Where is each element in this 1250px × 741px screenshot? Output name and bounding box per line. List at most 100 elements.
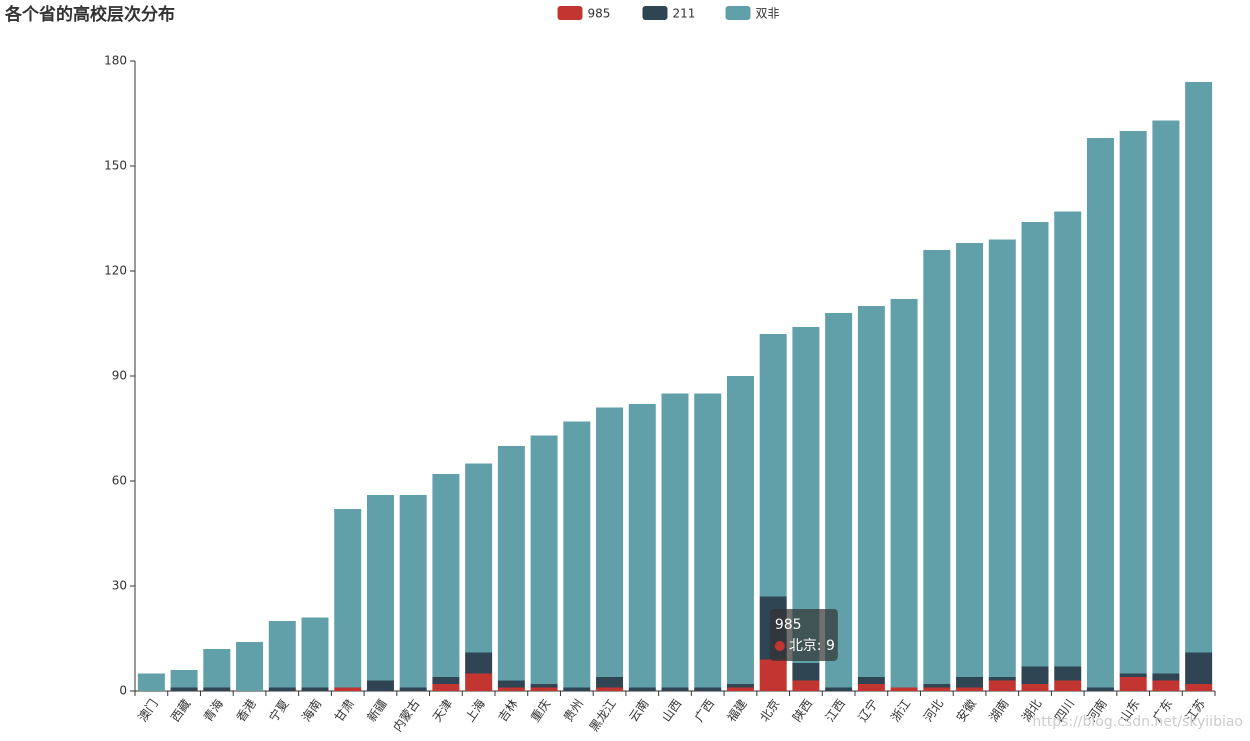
bar xyxy=(530,435,558,684)
x-tick-label: 山西 xyxy=(659,697,684,725)
y-tick-label: 150 xyxy=(104,159,127,173)
x-tick-label: 江西 xyxy=(823,697,848,725)
bar xyxy=(890,299,918,688)
bar xyxy=(759,659,787,691)
bar xyxy=(1119,131,1147,674)
bar xyxy=(334,687,362,691)
bar xyxy=(399,687,427,691)
bar xyxy=(1086,138,1114,688)
y-tick-label: 90 xyxy=(112,369,127,383)
tooltip-box xyxy=(769,609,838,661)
bar xyxy=(596,407,624,677)
bar xyxy=(497,446,525,681)
bar xyxy=(956,677,984,688)
x-tick-label: 浙江 xyxy=(888,697,913,725)
tooltip-text: 北京: 9 xyxy=(789,638,835,654)
y-tick-label: 120 xyxy=(104,264,127,278)
bar xyxy=(1185,652,1213,684)
x-tick-label: 天津 xyxy=(430,697,455,725)
bar xyxy=(988,677,1016,681)
bar xyxy=(366,680,394,691)
bar xyxy=(726,684,754,688)
bar xyxy=(988,239,1016,677)
bar xyxy=(301,617,329,688)
bar xyxy=(1021,222,1049,667)
bar xyxy=(792,680,820,691)
bar xyxy=(137,673,165,691)
bar xyxy=(694,393,722,688)
bar xyxy=(301,687,329,691)
bar xyxy=(923,684,951,688)
x-tick-label: 安徽 xyxy=(953,696,979,724)
bar xyxy=(1054,211,1082,667)
x-tick-label: 北京 xyxy=(757,697,782,725)
bar xyxy=(1152,673,1180,681)
bar xyxy=(268,621,296,688)
bar xyxy=(857,306,885,677)
bar xyxy=(1054,666,1082,681)
bar xyxy=(1054,680,1082,691)
bar xyxy=(923,687,951,691)
x-tick-label: 重庆 xyxy=(528,697,553,725)
bar xyxy=(661,687,689,691)
bar xyxy=(1021,666,1049,684)
x-tick-label: 湖南 xyxy=(986,696,1012,724)
legend-label: 双非 xyxy=(756,7,780,21)
y-tick-label: 0 xyxy=(119,684,127,698)
x-tick-label: 甘肃 xyxy=(332,697,357,725)
y-tick-label: 180 xyxy=(104,54,127,68)
x-tick-label: 海南 xyxy=(298,696,324,724)
bar xyxy=(792,663,820,681)
x-tick-label: 陕西 xyxy=(789,696,815,724)
y-tick-label: 60 xyxy=(112,474,127,488)
x-tick-label: 贵州 xyxy=(561,697,586,725)
bar xyxy=(661,393,689,688)
bar xyxy=(726,376,754,684)
legend-swatch xyxy=(642,6,668,20)
bar xyxy=(890,687,918,691)
bar xyxy=(956,687,984,691)
bar xyxy=(268,687,296,691)
bar xyxy=(432,684,460,691)
bar xyxy=(628,404,656,688)
x-tick-label: 内蒙古 xyxy=(390,696,423,734)
chart-title: 各个省的高校层次分布 xyxy=(4,4,175,25)
x-tick-label: 黑龙江 xyxy=(587,697,619,735)
bar xyxy=(1152,120,1180,674)
legend-swatch xyxy=(557,6,583,20)
bar xyxy=(465,652,493,674)
bar xyxy=(1185,82,1213,653)
x-tick-label: 河北 xyxy=(921,697,946,725)
bar xyxy=(497,680,525,688)
bar xyxy=(1152,680,1180,691)
bar xyxy=(1119,677,1147,691)
bar xyxy=(1086,687,1114,691)
x-tick-label: 西藏 xyxy=(168,697,193,725)
bar xyxy=(334,509,362,688)
bar xyxy=(1185,684,1213,691)
bar xyxy=(563,421,591,688)
x-tick-label: 新疆 xyxy=(364,696,390,724)
bar xyxy=(170,670,198,688)
x-tick-label: 青海 xyxy=(200,696,226,724)
x-tick-label: 宁夏 xyxy=(266,696,292,724)
bar xyxy=(792,327,820,663)
bar xyxy=(1119,673,1147,677)
x-tick-label: 吉林 xyxy=(495,697,520,725)
x-tick-label: 辽宁 xyxy=(855,696,881,724)
legend-label: 211 xyxy=(673,7,696,21)
bar xyxy=(596,677,624,688)
bar xyxy=(465,673,493,691)
x-tick-label: 福建 xyxy=(724,696,750,724)
legend-swatch xyxy=(725,6,751,20)
x-tick-label: 香港 xyxy=(234,697,259,725)
bar xyxy=(563,687,591,691)
bar xyxy=(236,642,264,691)
bar xyxy=(825,687,853,691)
bar xyxy=(759,334,787,597)
bar xyxy=(432,474,460,677)
bar xyxy=(465,463,493,653)
bar xyxy=(596,687,624,691)
bar xyxy=(628,687,656,691)
